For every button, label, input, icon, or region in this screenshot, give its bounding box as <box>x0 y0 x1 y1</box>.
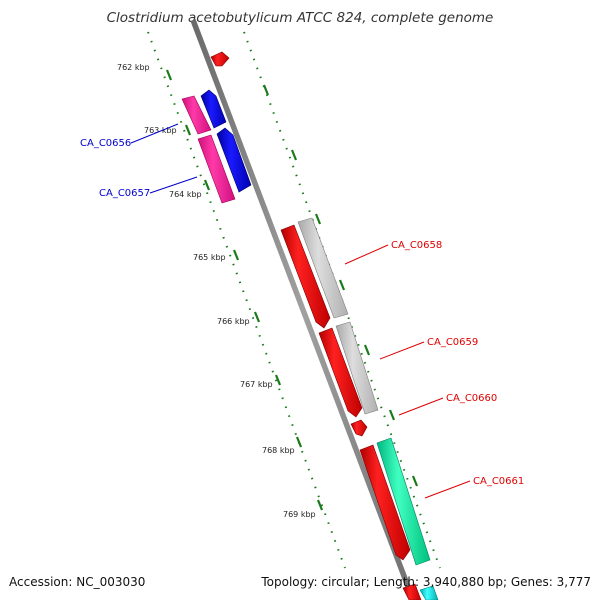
blue-feature[interactable] <box>216 127 252 193</box>
pink-feature[interactable] <box>197 134 236 204</box>
gene-bar-CA_C0658-gray[interactable] <box>297 217 349 319</box>
tick-label: 764 kbp <box>169 190 202 199</box>
map-title: Clostridium acetobutylicum ATCC 824, com… <box>107 10 494 26</box>
bottom-red-fragment[interactable] <box>402 583 422 600</box>
tick-label: 765 kbp <box>193 253 226 262</box>
gene-label-CA_C0661[interactable]: CA_C0661 <box>473 476 524 487</box>
tick-label: 768 kbp <box>262 446 295 455</box>
inner-tick-track <box>147 31 346 569</box>
tick-label: 762 kbp <box>117 63 150 72</box>
gene-labels: CA_C0656 CA_C0657 CA_C0658 CA_C0659 CA_C… <box>80 138 524 487</box>
pink-feature[interactable] <box>181 95 212 135</box>
gene-label-CA_C0659[interactable]: CA_C0659 <box>427 337 478 348</box>
gene-label-CA_C0657[interactable]: CA_C0657 <box>99 188 150 199</box>
accession-text: Accession: NC_003030 <box>9 575 145 589</box>
gene-bar-CA_C0660[interactable] <box>350 419 368 437</box>
gene-label-CA_C0660[interactable]: CA_C0660 <box>446 393 497 404</box>
gene-bar-CA_C0661-teal[interactable] <box>376 437 431 566</box>
red-marker[interactable] <box>210 51 230 67</box>
tick-label: 766 kbp <box>217 317 250 326</box>
label-connectors <box>130 123 471 499</box>
gene-bar-CA_C0659[interactable] <box>318 327 363 418</box>
tick-label: 763 kbp <box>144 126 177 135</box>
genome-summary-text: Topology: circular; Length: 3,940,880 bp… <box>260 575 591 589</box>
gene-bar-CA_C0661[interactable] <box>359 444 411 561</box>
forward-strand-features <box>280 217 439 600</box>
blue-feature[interactable] <box>200 89 227 129</box>
reverse-strand-features <box>181 89 252 204</box>
gene-bar-CA_C0658[interactable] <box>280 224 331 329</box>
outer-major-ticks <box>262 84 419 487</box>
tick-label: 769 kbp <box>283 510 316 519</box>
gene-bar-CA_C0659-gray[interactable] <box>335 321 379 415</box>
gene-label-CA_C0658[interactable]: CA_C0658 <box>391 240 442 251</box>
genome-backbone <box>190 19 417 600</box>
inner-major-ticks <box>165 69 324 511</box>
bottom-cyan-fragment[interactable] <box>419 585 439 600</box>
tick-label: 767 kbp <box>240 380 273 389</box>
tick-labels: 762 kbp 763 kbp 764 kbp 765 kbp 766 kbp … <box>117 63 316 519</box>
gene-label-CA_C0656[interactable]: CA_C0656 <box>80 138 131 149</box>
